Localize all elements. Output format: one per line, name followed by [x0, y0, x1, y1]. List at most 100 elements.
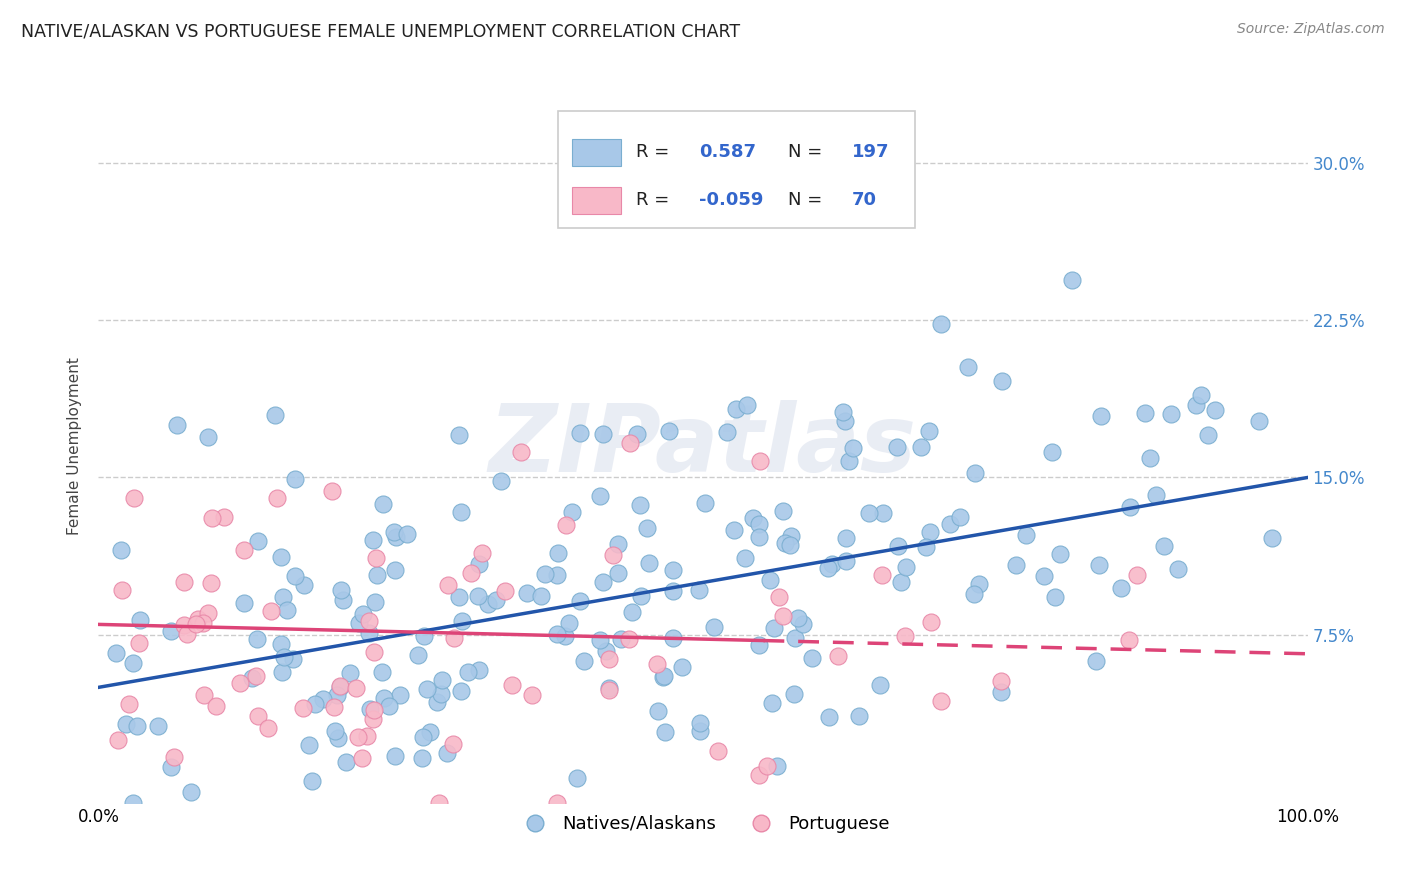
Point [592, 427, 614, 442]
Point [450, 505, 472, 519]
Point [378, 698, 401, 713]
Point [723, 524, 745, 538]
Point [610, 632, 633, 646]
Point [595, 644, 617, 658]
Text: Source: ZipAtlas.com: Source: ZipAtlas.com [1237, 22, 1385, 37]
Point [411, 751, 433, 765]
Text: 0.587: 0.587 [699, 143, 756, 161]
Point [432, 673, 454, 687]
Point [1189, 388, 1212, 402]
Point [273, 649, 295, 664]
Point [363, 595, 385, 609]
Point [298, 738, 321, 752]
Point [363, 645, 385, 659]
Point [471, 546, 494, 560]
Point [870, 568, 893, 582]
Point [890, 575, 912, 590]
Point [229, 675, 252, 690]
Point [1160, 407, 1182, 421]
Point [436, 746, 458, 760]
Point [373, 691, 395, 706]
Point [647, 704, 669, 718]
Point [568, 594, 591, 608]
Point [756, 759, 779, 773]
Point [657, 424, 679, 438]
Point [270, 550, 292, 565]
Point [271, 665, 294, 680]
Point [416, 682, 439, 697]
Point [785, 631, 807, 645]
Point [929, 694, 952, 708]
Point [271, 590, 294, 604]
Point [450, 684, 472, 698]
Point [501, 678, 523, 692]
Point [817, 560, 839, 574]
Point [1185, 398, 1208, 412]
Point [894, 560, 917, 574]
Point [363, 703, 385, 717]
Point [371, 665, 394, 680]
Point [841, 441, 863, 455]
Point [441, 737, 464, 751]
Point [602, 549, 624, 563]
Point [382, 524, 405, 539]
Point [661, 631, 683, 645]
Point [568, 425, 591, 440]
Point [412, 730, 434, 744]
FancyBboxPatch shape [572, 187, 621, 214]
Point [546, 568, 568, 582]
Point [1015, 528, 1038, 542]
Point [520, 688, 543, 702]
Point [1197, 428, 1219, 442]
Point [110, 543, 132, 558]
Point [193, 688, 215, 702]
Point [468, 663, 491, 677]
Point [107, 732, 129, 747]
Point [589, 633, 612, 648]
Text: ZIPatlas: ZIPatlas [489, 400, 917, 492]
Point [114, 716, 136, 731]
Point [838, 454, 860, 468]
Text: -0.059: -0.059 [699, 191, 763, 209]
Text: R =: R = [637, 191, 675, 209]
Point [963, 587, 986, 601]
Point [197, 606, 219, 620]
Point [326, 688, 349, 702]
Point [373, 497, 395, 511]
Point [546, 627, 568, 641]
Point [328, 731, 350, 746]
Point [509, 445, 531, 459]
Point [245, 669, 267, 683]
Point [266, 491, 288, 505]
Point [1060, 273, 1083, 287]
Point [323, 723, 346, 738]
Point [598, 682, 620, 697]
Point [530, 590, 553, 604]
Point [129, 613, 152, 627]
Point [915, 540, 938, 554]
Point [554, 629, 576, 643]
Point [246, 632, 269, 646]
Point [406, 648, 429, 663]
Point [1153, 539, 1175, 553]
Point [322, 700, 344, 714]
Point [780, 529, 803, 543]
Point [321, 483, 343, 498]
Point [128, 636, 150, 650]
Point [735, 398, 758, 412]
Point [361, 533, 384, 548]
Point [792, 616, 814, 631]
Point [426, 695, 449, 709]
Point [917, 424, 939, 438]
Text: NATIVE/ALASKAN VS PORTUGUESE FEMALE UNEMPLOYMENT CORRELATION CHART: NATIVE/ALASKAN VS PORTUGUESE FEMALE UNEM… [21, 22, 740, 40]
Point [166, 418, 188, 433]
Point [821, 557, 844, 571]
Point [200, 511, 222, 525]
Point [205, 698, 228, 713]
FancyBboxPatch shape [572, 139, 621, 166]
Point [276, 603, 298, 617]
Point [772, 504, 794, 518]
Point [366, 568, 388, 582]
Point [598, 681, 620, 696]
Point [598, 652, 620, 666]
